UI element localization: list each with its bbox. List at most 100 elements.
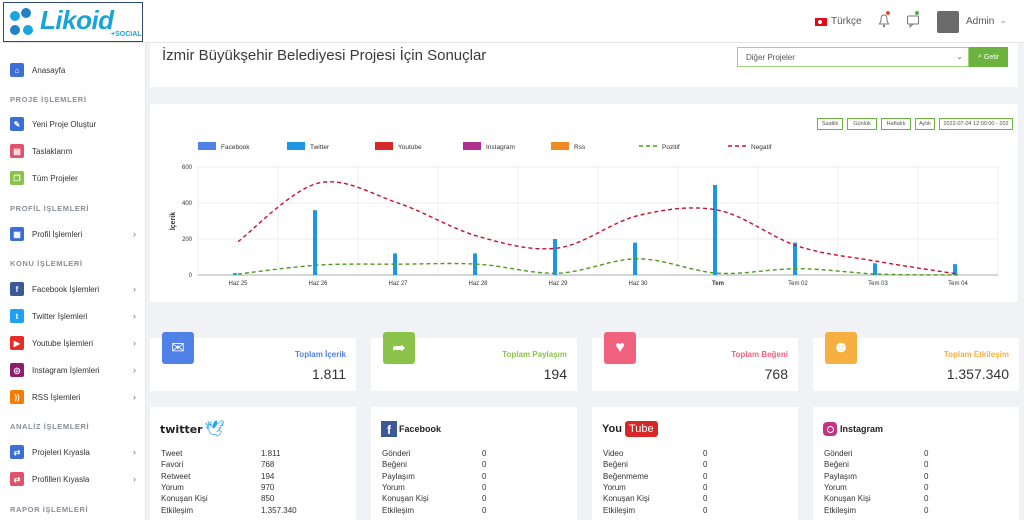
x-tick-label: Haz 28 [468, 281, 488, 287]
stat-row-label: Gönderi [382, 449, 411, 458]
x-tick-label: Haz 26 [308, 281, 328, 287]
x-tick-label: Tem [712, 281, 724, 287]
x-tick-label: Tem 02 [788, 281, 808, 287]
stat-row-label: Yorum [824, 482, 847, 492]
sidebar-item-profile[interactable]: ▦ Profil İşlemleri › [10, 226, 140, 242]
legend-swatch [551, 142, 569, 150]
sidebar-item-compare-projects[interactable]: ⇄ Projeleri Kıyasla › [10, 444, 140, 460]
id-card-icon: ▦ [10, 227, 24, 241]
x-tick-label: Haz 29 [548, 281, 568, 287]
go-button[interactable]: ⌕ Getir [969, 47, 1008, 67]
sidebar-item-instagram[interactable]: ◎ Instagram İşlemleri › [10, 362, 140, 378]
sidebar-item-label: Profilleri Kıyasla [32, 474, 90, 484]
sidebar-item-all-projects[interactable]: ❐ Tüm Projeler [10, 170, 140, 186]
stat-row-value: 0 [924, 460, 929, 470]
date-range-input[interactable]: 2022-07-04 12:00:00 - 202 [939, 118, 1013, 130]
sidebar-item-youtube[interactable]: ▶ Youtube İşlemleri › [10, 335, 140, 351]
stat-row-label: Beğenmeme [603, 471, 649, 481]
user-name[interactable]: Admin [966, 16, 995, 27]
stat-value: 1.357.340 [946, 366, 1009, 382]
stat-row-label: Etkileşim [161, 505, 194, 515]
stat-row-label: Konuşan Kişi [161, 494, 208, 504]
sidebar-item-facebook[interactable]: f Facebook İşlemleri › [10, 281, 140, 297]
twitter-bird-icon: 🕊 [204, 421, 225, 438]
sidebar: ⌂ Anasayfa PROJE İŞLEMLERİ ✎ Yeni Proje … [0, 43, 146, 520]
stat-row-value: 0 [703, 471, 708, 481]
edit-icon: ✎ [10, 117, 24, 131]
x-tick-label: Tem 04 [948, 281, 968, 287]
chevron-right-icon: › [133, 284, 136, 294]
legend-swatch [198, 142, 216, 150]
bar-twitter [713, 185, 717, 275]
instagram-logo: Instagram [823, 419, 883, 439]
range-weekly-button[interactable]: Haftalık [881, 118, 911, 130]
youtube-card: You Tube Video 0 Beğeni 0 Beğenmeme 0 Yorum 0 Ko… [592, 407, 798, 520]
stat-value: 194 [543, 366, 567, 382]
logo-bubble-icon [21, 8, 31, 18]
legend-label: Facebook [221, 144, 250, 151]
x-tick-label: Haz 25 [228, 281, 248, 287]
stat-row-label: Etkileşim [603, 505, 636, 515]
legend-swatch [375, 142, 393, 150]
facebook-icon: f [10, 282, 24, 296]
sidebar-item-compare-profiles[interactable]: ⇄ Profilleri Kıyasla › [10, 471, 140, 487]
stat-row-value: 970 [261, 482, 275, 492]
go-button-label: Getir [983, 53, 1000, 61]
search-icon: ⌕ [977, 53, 982, 60]
stat-label: Toplam Etkileşim [943, 350, 1009, 359]
brand-logo[interactable]: Likoid +SOCIAL [3, 2, 143, 42]
x-tick-label: Haz 27 [388, 281, 408, 287]
stat-row-label: Beğeni [603, 460, 628, 470]
shuffle-icon: ⇄ [10, 472, 24, 486]
y-tick-label: 0 [189, 273, 193, 279]
turkey-flag-icon [815, 17, 827, 26]
stat-label: Toplam İçerik [295, 350, 346, 359]
rss-icon: )) [10, 390, 24, 404]
bar-twitter [233, 273, 237, 275]
stat-label: Toplam Beğeni [731, 350, 788, 359]
document-icon: ✉ [162, 332, 194, 364]
stat-row-label: Yorum [603, 482, 626, 492]
stat-row-value: 194 [261, 471, 275, 481]
range-hourly-button[interactable]: Saatlik [817, 118, 843, 130]
stat-row-label: Konuşan Kişi [603, 494, 650, 504]
sidebar-item-label: Tüm Projeler [32, 173, 78, 183]
stat-row-label: Yorum [161, 482, 184, 492]
sidebar-item-twitter[interactable]: t Twitter İşlemleri › [10, 308, 140, 324]
stat-row-label: Retweet [161, 471, 191, 481]
sidebar-item-rss[interactable]: )) RSS İşlemleri › [10, 389, 140, 405]
sidebar-item-label: Profil İşlemleri [32, 229, 83, 239]
stat-row-label: Favori [161, 460, 184, 470]
project-select[interactable]: Diğer Projeler ⌄ [737, 47, 969, 67]
stat-row-label: Gönderi [824, 449, 853, 458]
chevron-right-icon: › [133, 365, 136, 375]
twitter-wordmark: twitter [160, 422, 203, 436]
stat-row-label: Yorum [382, 482, 405, 492]
stat-row-value: 0 [482, 494, 487, 504]
bell-icon[interactable] [878, 14, 890, 28]
section-title: KONU İŞLEMLERİ [10, 259, 83, 268]
instagram-icon [823, 422, 837, 436]
avatar[interactable] [937, 11, 959, 33]
sidebar-item-label: Projeleri Kıyasla [32, 447, 90, 457]
line-negatif [237, 181, 959, 275]
message-dot [915, 11, 919, 15]
stat-row-label: Paylaşım [824, 471, 857, 481]
page-title: İzmir Büyükşehir Belediyesi Projesi İçin… [162, 47, 487, 64]
y-tick-label: 200 [182, 237, 193, 243]
range-daily-button[interactable]: Günlük [847, 118, 877, 130]
sidebar-item-drafts[interactable]: ▤ Taslaklarım [10, 143, 140, 159]
language-switcher[interactable]: Türkçe [815, 16, 862, 27]
chevron-down-icon: ⌄ [956, 52, 963, 61]
chat-icon[interactable] [906, 14, 920, 28]
sidebar-item-new-project[interactable]: ✎ Yeni Proje Oluştur [10, 116, 140, 132]
stat-row-value: 0 [703, 449, 708, 458]
stat-row-value: 0 [482, 505, 487, 515]
chevron-down-icon[interactable]: ⌄ [1000, 16, 1007, 25]
stat-row-value: 0 [482, 460, 487, 470]
sidebar-item-home[interactable]: ⌂ Anasayfa [10, 62, 140, 78]
range-monthly-button[interactable]: Aylık [915, 118, 935, 130]
stat-row-value: 0 [482, 449, 487, 458]
stat-row-label: Konuşan Kişi [824, 494, 871, 504]
youtube-wordmark-tube: Tube [624, 421, 658, 437]
